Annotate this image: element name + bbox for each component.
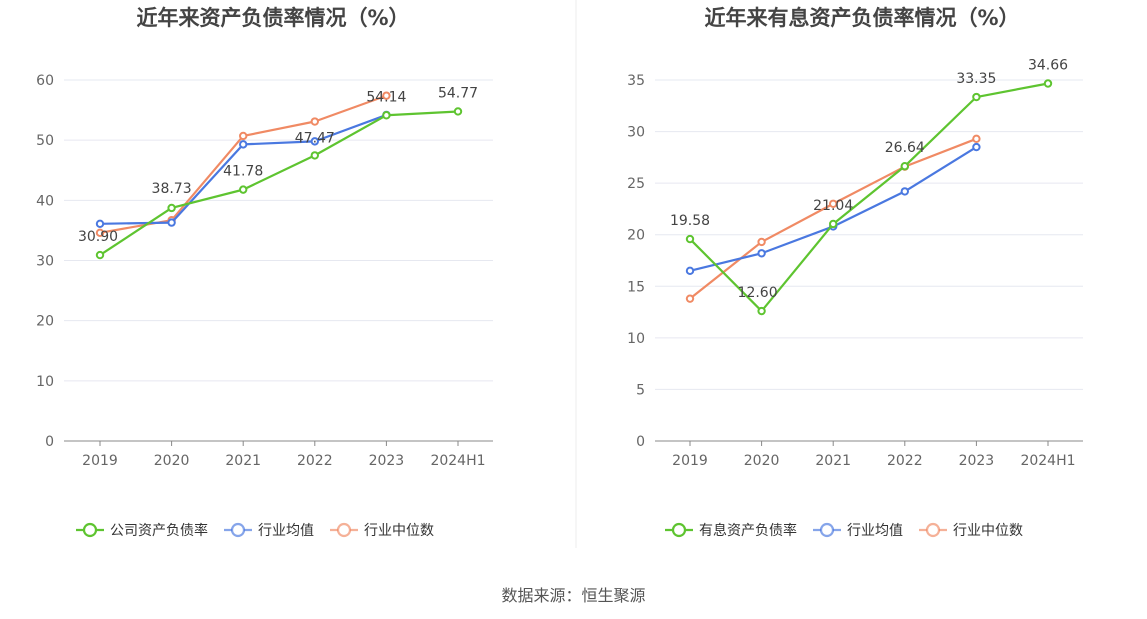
x-tick-label: 2019 bbox=[672, 453, 708, 469]
data-point-avg[interactable] bbox=[95, 219, 105, 228]
series-line-company bbox=[689, 82, 1049, 313]
x-tick-label: 2020 bbox=[744, 453, 780, 469]
y-tick-label: 30 bbox=[627, 125, 645, 141]
data-point-avg[interactable] bbox=[757, 249, 766, 258]
data-point-median[interactable] bbox=[382, 91, 391, 100]
legend-marker-icon bbox=[230, 522, 246, 538]
legend-marker-icon bbox=[925, 522, 941, 538]
x-tick-label: 2024H1 bbox=[430, 453, 485, 469]
legend-label: 行业均值 bbox=[258, 523, 314, 539]
data-source: 数据来源：恒生聚源 bbox=[501, 586, 646, 605]
data-point-median[interactable] bbox=[757, 237, 766, 247]
y-tick-label: 25 bbox=[627, 176, 645, 192]
x-tick-label: 2022 bbox=[297, 453, 333, 469]
legend-label: 公司资产负债率 bbox=[110, 522, 208, 539]
legend-item-company[interactable]: 有息资产负债率 bbox=[665, 522, 797, 539]
legend-item-avg[interactable]: 行业均值 bbox=[813, 522, 903, 539]
x-tick-label: 2023 bbox=[369, 453, 405, 469]
data-point-avg[interactable] bbox=[239, 140, 248, 149]
y-tick-label: 40 bbox=[36, 193, 54, 209]
data-label: 19.58 bbox=[670, 213, 710, 229]
y-tick-label: 0 bbox=[45, 434, 54, 450]
y-tick-label: 15 bbox=[627, 279, 645, 295]
data-point-company[interactable] bbox=[95, 250, 105, 260]
series-line-median bbox=[689, 137, 977, 300]
legend-label: 行业均值 bbox=[847, 523, 903, 539]
x-tick-label: 2021 bbox=[225, 453, 261, 469]
legend-item-median[interactable]: 行业中位数 bbox=[919, 522, 1023, 539]
data-point-median[interactable] bbox=[685, 294, 695, 303]
y-tick-label: 0 bbox=[636, 434, 645, 450]
x-tick-label: 2019 bbox=[82, 453, 118, 469]
chart-title: 近年来资产负债率情况（%） bbox=[136, 6, 409, 30]
data-point-company[interactable] bbox=[685, 234, 695, 244]
data-label: 54.14 bbox=[366, 89, 406, 105]
data-point-company[interactable] bbox=[239, 185, 248, 194]
legend-item-avg[interactable]: 行业均值 bbox=[224, 522, 314, 539]
x-tick-label: 2024H1 bbox=[1020, 453, 1075, 469]
data-label: 38.73 bbox=[152, 181, 192, 197]
data-point-company[interactable] bbox=[453, 107, 463, 116]
legend-item-company[interactable]: 公司资产负债率 bbox=[76, 522, 208, 539]
chart-title: 近年来有息资产负债率情况（%） bbox=[704, 6, 1019, 30]
data-point-median[interactable] bbox=[95, 228, 105, 238]
data-point-company[interactable] bbox=[167, 203, 176, 213]
x-tick-label: 2020 bbox=[154, 453, 190, 469]
y-tick-label: 5 bbox=[636, 382, 645, 398]
data-label: 21.04 bbox=[813, 198, 853, 214]
legend-marker-icon bbox=[819, 522, 835, 538]
data-point-avg[interactable] bbox=[685, 266, 695, 276]
legend-label: 行业中位数 bbox=[953, 523, 1023, 539]
data-label: 54.77 bbox=[438, 85, 478, 101]
data-point-company[interactable] bbox=[972, 92, 981, 102]
y-tick-label: 50 bbox=[36, 133, 54, 149]
y-tick-label: 10 bbox=[36, 374, 54, 390]
legend-label: 行业中位数 bbox=[364, 523, 434, 539]
data-label: 26.64 bbox=[885, 140, 925, 156]
data-point-median[interactable] bbox=[972, 134, 981, 143]
x-tick-label: 2022 bbox=[887, 453, 923, 469]
data-label: 47.47 bbox=[295, 130, 335, 146]
y-tick-label: 30 bbox=[36, 254, 54, 270]
y-tick-label: 20 bbox=[36, 314, 54, 330]
data-point-median[interactable] bbox=[829, 199, 838, 208]
data-point-avg[interactable] bbox=[900, 187, 909, 196]
data-point-avg[interactable] bbox=[972, 142, 981, 152]
chart-1: 近年来资产负债率情况（%） 0 10 20 30 40 50 60 2019 2020 2021 20… bbox=[36, 6, 493, 539]
data-label: 33.35 bbox=[956, 71, 996, 87]
data-point-company[interactable] bbox=[900, 162, 909, 171]
data-point-avg[interactable] bbox=[167, 218, 176, 227]
chart-2: 近年来有息资产负债率情况（%） 0 5 10 15 20 25 30 35 2019 2020 202… bbox=[627, 6, 1083, 539]
series-line-company bbox=[99, 110, 459, 257]
x-tick-label: 2023 bbox=[959, 453, 995, 469]
data-point-company[interactable] bbox=[829, 219, 838, 229]
y-tick-label: 10 bbox=[627, 331, 645, 347]
legend-marker-icon bbox=[671, 522, 687, 538]
data-label: 34.66 bbox=[1028, 58, 1068, 74]
data-label: 12.60 bbox=[738, 285, 778, 301]
y-tick-label: 35 bbox=[627, 73, 645, 89]
data-point-avg[interactable] bbox=[310, 137, 319, 146]
data-label: 30.90 bbox=[78, 229, 118, 245]
data-point-company[interactable] bbox=[757, 306, 766, 316]
x-tick-label: 2021 bbox=[815, 453, 851, 469]
data-point-company[interactable] bbox=[1043, 79, 1053, 88]
legend-item-median[interactable]: 行业中位数 bbox=[330, 522, 434, 539]
data-label: 41.78 bbox=[223, 164, 263, 180]
data-point-company[interactable] bbox=[382, 111, 391, 120]
y-tick-label: 60 bbox=[36, 73, 54, 89]
legend-label: 有息资产负债率 bbox=[699, 522, 797, 539]
data-point-median[interactable] bbox=[239, 131, 248, 141]
legend-marker-icon bbox=[336, 522, 352, 538]
y-tick-label: 20 bbox=[627, 228, 645, 244]
data-point-median[interactable] bbox=[310, 117, 319, 126]
data-point-company[interactable] bbox=[310, 151, 319, 160]
legend-marker-icon bbox=[82, 522, 98, 538]
